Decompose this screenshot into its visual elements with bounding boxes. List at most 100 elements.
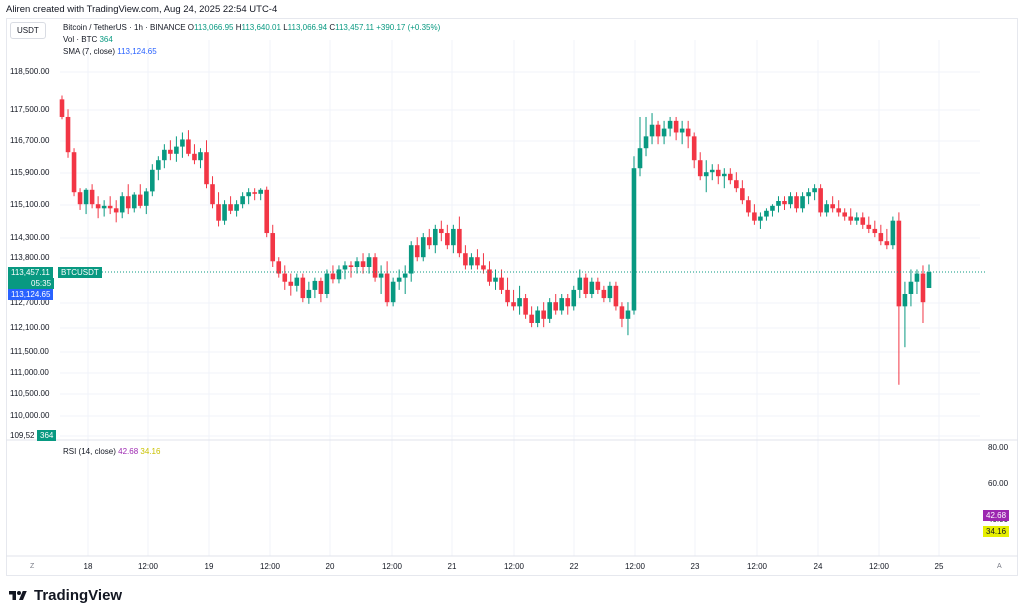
main-legend: Bitcoin / TetherUS · 1h · BINANCE O113,0… [63,22,440,58]
sma-price-tag: 113,124.65 [8,289,54,300]
candle-body [192,153,197,161]
candle-body [655,124,661,137]
candle-body [451,228,456,246]
candle-body [914,273,920,282]
candle-body [475,257,480,266]
candle-body [523,298,528,315]
ticker-tag: BTCUSDT [58,267,102,278]
candle-body [420,237,426,258]
candle-body [764,210,769,217]
candle-body [113,208,119,213]
candle-body [595,281,601,290]
candle-body [156,160,161,170]
candle-body [679,128,685,133]
auto-scale-button[interactable]: A [997,563,1002,570]
volume-label[interactable]: Vol · BTC [63,35,98,44]
time-axis-label: 23 [690,562,700,571]
rsi-ma-tag: 34.16 [983,526,1010,537]
candle-body [402,273,408,278]
rsi-legend: RSI (14, close) 42.68 34.16 [63,447,160,456]
timezone-button[interactable]: Z [30,563,35,570]
candle-body [487,269,492,282]
candle-body [661,128,667,137]
change-value: +390.17 (+0.35%) [376,23,441,32]
price-axis-label: 110,500.00 [10,389,50,398]
candle-body [740,188,745,201]
close-label: C [329,23,336,32]
candle-body [571,289,577,307]
candle-body [137,194,143,206]
candle-body [324,273,330,294]
candle-body [529,314,534,323]
candle-body [613,285,619,307]
candle-body [685,128,691,137]
candle-body [348,265,354,267]
candle-body [240,196,245,205]
candle-body [583,277,589,294]
candle-body [342,265,348,270]
candle-body [143,191,149,206]
time-axis-label: 12:00 [868,562,890,571]
candle-body [258,189,263,194]
candle-body [872,228,878,234]
candle-body [378,273,384,278]
candle-body [703,172,709,177]
candle-body [637,148,643,169]
candle-body [264,189,270,234]
sma-value: 113,124.65 [117,47,157,56]
candle-body [180,139,185,147]
countdown-tag: 05:35 [8,278,55,289]
volume-value: 364 [99,35,113,44]
price-axis-label: 115,900.00 [10,168,50,177]
candle-body [294,277,300,286]
symbol-title[interactable]: Bitcoin / TetherUS · 1h · BINANCE [63,23,186,32]
candle-body [83,189,89,205]
candle-body [125,196,131,209]
candle-body [848,216,854,221]
time-axis-label: 19 [204,562,214,571]
time-axis-label: 12:00 [259,562,281,571]
candle-body [818,188,823,213]
candle-body [776,201,781,206]
candle-body [228,204,233,211]
sma-label[interactable]: SMA (7, close) [63,47,116,56]
candle-body [812,188,817,193]
candle-body [119,196,125,213]
rsi-pane [60,442,980,554]
time-axis-label: 20 [325,562,335,571]
price-axis-label: 111,000.00 [10,368,49,377]
rsi-label[interactable]: RSI (14, close) [63,447,116,456]
last-price-tag: 113,457.11 [8,267,53,278]
price-axis-label: 112,700.00 [10,298,50,307]
candle-body [589,281,595,294]
candle-body [860,217,866,225]
candle-body [782,201,787,205]
candle-body [499,277,504,290]
candle-body [691,136,697,161]
price-axis-label: 115,100.00 [10,200,50,209]
candle-body [162,149,167,161]
candle-body [721,173,727,177]
price-axis-label: 110,000.00 [10,411,50,420]
candle-body [270,233,276,262]
time-axis-label: 18 [83,562,93,571]
candle-body [168,149,173,154]
currency-button[interactable]: USDT [10,22,46,39]
candle-body [752,212,757,221]
candle-body [824,204,829,213]
candle-body [896,220,902,307]
tradingview-logo[interactable]: TradingView [8,587,122,604]
candle-body [667,120,673,129]
candle-body [234,204,239,211]
price-axis-label: 109,52 [10,431,35,440]
volume-tag: 364 [37,430,57,441]
candle-body [794,196,799,209]
candle-body [65,116,71,153]
candle-body [890,220,896,246]
rsi-ma-value: 34.16 [140,447,161,456]
rsi-value-tag: 42.68 [983,510,1010,521]
candle-body [535,310,540,323]
time-axis-label: 22 [569,562,579,571]
candle-body [414,245,420,258]
